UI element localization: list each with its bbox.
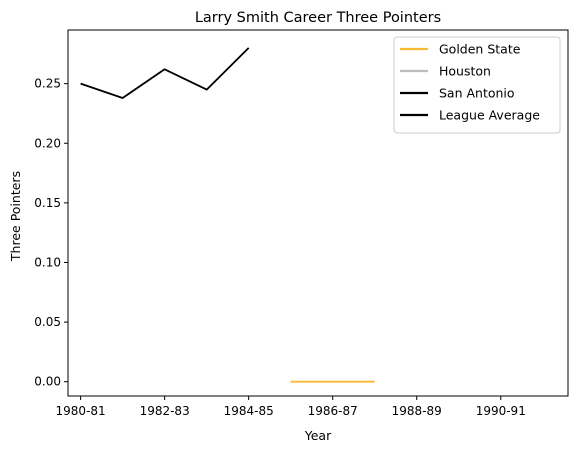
chart-title: Larry Smith Career Three Pointers — [195, 10, 441, 26]
y-tick-label: 0.15 — [34, 196, 61, 210]
y-tick-label: 0.25 — [34, 77, 61, 91]
legend-label: League Average — [439, 108, 540, 123]
x-tick-label: 1984-85 — [224, 404, 274, 418]
x-axis-label: Year — [304, 428, 332, 443]
series-lines — [80, 47, 375, 383]
x-tick-label: 1980-81 — [56, 404, 106, 418]
y-axis-label: Three Pointers — [8, 171, 23, 262]
x-axis: 1980-81 1982-83 1984-85 1986-87 1988-89 1990-… — [56, 396, 526, 418]
series-line — [80, 47, 250, 99]
y-axis: 0.00 0.05 0.10 0.15 0.20 0.25 — [34, 77, 68, 389]
y-tick-label: 0.00 — [34, 375, 61, 389]
y-tick-label: 0.05 — [34, 315, 61, 329]
legend-label: Golden State — [439, 42, 521, 57]
y-tick-label: 0.10 — [34, 255, 61, 269]
x-tick-label: 1988-89 — [392, 404, 442, 418]
y-tick-label: 0.20 — [34, 136, 61, 150]
x-tick-label: 1990-91 — [476, 404, 526, 418]
legend: Golden State Houston San Antonio League Ave… — [393, 36, 561, 134]
legend-label: San Antonio — [439, 86, 515, 101]
legend-box — [393, 36, 561, 134]
legend-label: Houston — [439, 64, 491, 79]
plot-area — [67, 29, 569, 397]
x-tick-label: 1986-87 — [308, 404, 358, 418]
x-tick-label: 1982-83 — [140, 404, 190, 418]
